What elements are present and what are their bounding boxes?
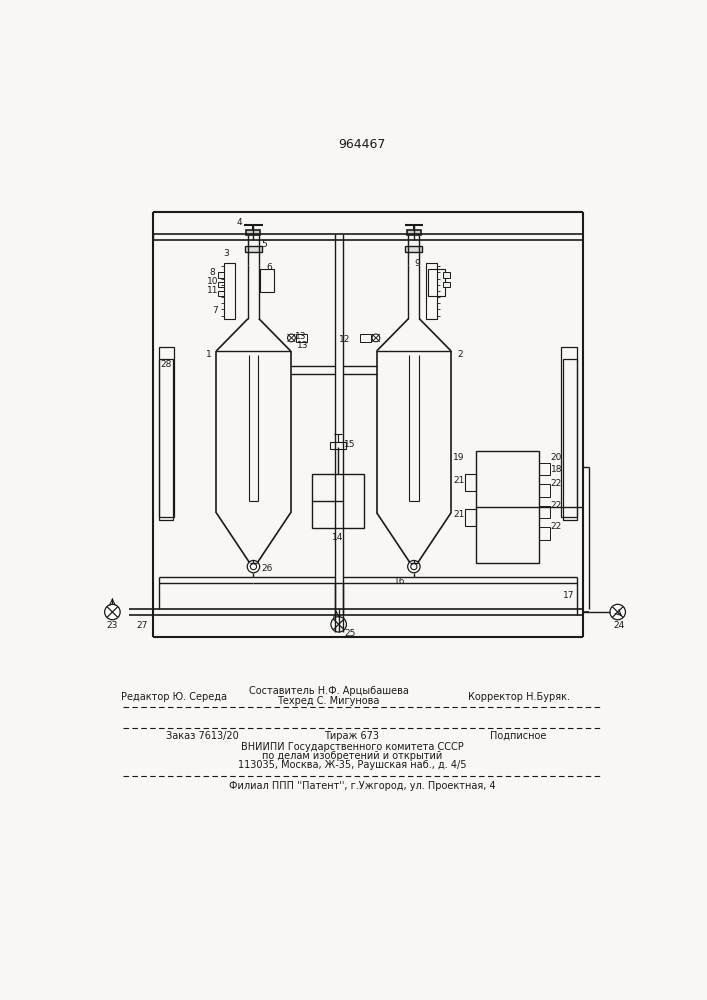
Text: 11: 11 bbox=[206, 286, 218, 295]
Circle shape bbox=[288, 334, 296, 342]
Bar bbox=[443, 282, 450, 287]
Circle shape bbox=[372, 334, 380, 342]
Bar bbox=[539, 484, 550, 497]
Bar bbox=[465, 474, 476, 491]
Text: 4: 4 bbox=[237, 218, 243, 227]
Bar bbox=[428, 269, 445, 296]
Bar bbox=[539, 463, 550, 475]
Bar bbox=[247, 230, 260, 235]
Bar bbox=[218, 282, 224, 287]
Text: Заказ 7613/20: Заказ 7613/20 bbox=[166, 731, 239, 741]
Circle shape bbox=[411, 564, 417, 570]
Text: 21: 21 bbox=[453, 476, 464, 485]
Text: 24: 24 bbox=[614, 621, 625, 630]
Bar bbox=[539, 506, 550, 518]
Text: Корректор Н.Буряк.: Корректор Н.Буряк. bbox=[467, 692, 570, 702]
Text: 14: 14 bbox=[332, 533, 344, 542]
Text: 15: 15 bbox=[344, 440, 356, 449]
Text: по делам изобретений и открытий: по делам изобретений и открытий bbox=[262, 751, 442, 761]
Text: 8: 8 bbox=[209, 268, 215, 277]
Bar bbox=[245, 246, 262, 252]
Text: 22: 22 bbox=[551, 479, 562, 488]
Text: 27: 27 bbox=[136, 621, 148, 630]
Text: 113035, Москва, Ж-35, Раушская наб., д. 4/5: 113035, Москва, Ж-35, Раушская наб., д. … bbox=[238, 760, 466, 770]
Bar bbox=[539, 527, 550, 540]
Bar bbox=[312, 474, 364, 528]
Text: 19: 19 bbox=[453, 453, 464, 462]
Circle shape bbox=[247, 560, 259, 573]
Text: Составитель Н.Ф. Арцыбашева: Составитель Н.Ф. Арцыбашева bbox=[249, 686, 409, 696]
Text: Техред С. Мигунова: Техред С. Мигунова bbox=[277, 696, 380, 706]
Text: 22: 22 bbox=[551, 522, 562, 531]
Text: 25: 25 bbox=[344, 629, 355, 638]
Bar bbox=[405, 246, 422, 252]
Text: 23: 23 bbox=[107, 621, 118, 630]
Circle shape bbox=[250, 564, 257, 570]
Text: 16: 16 bbox=[395, 578, 406, 586]
Bar bbox=[159, 347, 175, 517]
Text: 13: 13 bbox=[296, 341, 308, 350]
Text: 7: 7 bbox=[212, 306, 218, 315]
Circle shape bbox=[331, 617, 346, 632]
Bar bbox=[426, 263, 437, 319]
Bar bbox=[361, 334, 371, 342]
Bar bbox=[218, 291, 224, 296]
Text: Редактор Ю. Середа: Редактор Ю. Середа bbox=[121, 692, 227, 702]
Text: Филиал ППП ''Патент'', г.Ужгород, ул. Проектная, 4: Филиал ППП ''Патент'', г.Ужгород, ул. Пр… bbox=[228, 781, 496, 791]
Circle shape bbox=[610, 604, 626, 620]
Text: 28: 28 bbox=[160, 360, 172, 369]
Text: ВНИИПИ Государственного комитета СССР: ВНИИПИ Государственного комитета СССР bbox=[240, 742, 463, 752]
Bar bbox=[476, 451, 539, 563]
Bar bbox=[224, 263, 235, 319]
Bar bbox=[330, 442, 346, 449]
Text: 20: 20 bbox=[551, 453, 562, 462]
Text: 964467: 964467 bbox=[338, 138, 385, 151]
Bar bbox=[296, 334, 307, 342]
Text: 26: 26 bbox=[262, 564, 273, 573]
Bar bbox=[407, 230, 421, 235]
Text: 13: 13 bbox=[295, 332, 306, 341]
Text: 3: 3 bbox=[223, 249, 229, 258]
Text: 2: 2 bbox=[457, 350, 463, 359]
Circle shape bbox=[408, 560, 420, 573]
Bar bbox=[465, 509, 476, 526]
Text: 18: 18 bbox=[551, 465, 562, 474]
Text: Тираж 673: Тираж 673 bbox=[325, 731, 380, 741]
Text: 22: 22 bbox=[551, 500, 562, 510]
Text: 21: 21 bbox=[453, 510, 464, 519]
Bar bbox=[259, 269, 274, 292]
Bar bbox=[563, 359, 577, 520]
Text: 12: 12 bbox=[339, 335, 351, 344]
Text: 6: 6 bbox=[266, 263, 271, 272]
Bar bbox=[218, 272, 224, 278]
Bar bbox=[561, 347, 577, 517]
Bar bbox=[159, 359, 173, 520]
Text: 1: 1 bbox=[206, 350, 211, 359]
Circle shape bbox=[105, 604, 120, 620]
Bar bbox=[443, 272, 450, 278]
Text: 10: 10 bbox=[206, 277, 218, 286]
Text: 9: 9 bbox=[414, 259, 420, 268]
Text: Подписное: Подписное bbox=[491, 731, 547, 741]
Text: 17: 17 bbox=[563, 591, 575, 600]
Text: 5: 5 bbox=[262, 240, 267, 249]
